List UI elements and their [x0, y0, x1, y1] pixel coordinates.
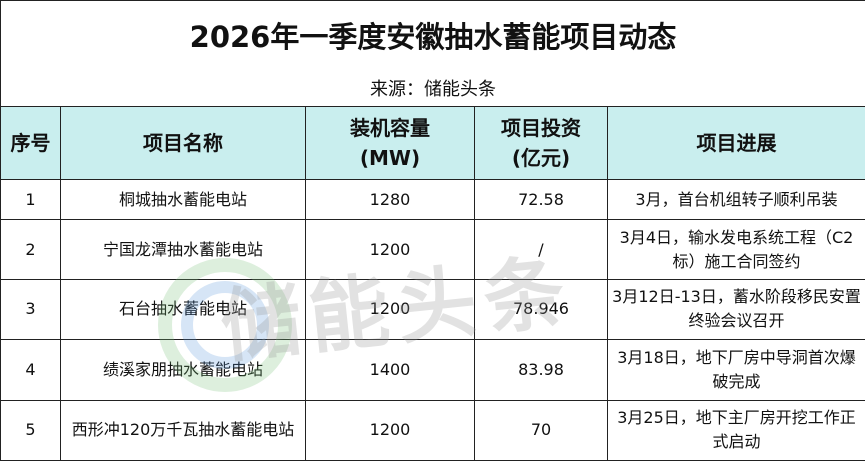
table-cell: 5 — [0, 399, 61, 461]
table-row: 3 石台抽水蓄能电站 1200 78.946 3月12日-13日，蓄水阶段移民安置终验会… — [0, 278, 865, 341]
table-cell: 3 — [0, 278, 61, 341]
table-cell: 70 — [474, 399, 608, 461]
table-cell: 1280 — [305, 179, 475, 221]
table-cell: 3月，首台机组转子顺利吊装 — [606, 179, 865, 221]
table-row: 2 宁国龙潭抽水蓄能电站 1200/3月4日，输水发电系统工程（C2标）施工合同签约 — [0, 219, 865, 280]
table-cell: 绩溪家朋抽水蓄能电站 — [60, 339, 306, 401]
table-cell: 2 — [0, 219, 61, 280]
table-cell: 3月12日-13日，蓄水阶段移民安置终验会议召开 — [606, 278, 865, 341]
table-cell: 桐城抽水蓄能电站 — [60, 179, 306, 221]
table-cell: 78.946 — [474, 278, 608, 341]
table-cell: 1200 — [305, 278, 475, 341]
table-cell: 4 — [0, 339, 61, 401]
column-header: 序号 — [0, 105, 61, 181]
table-cell: 1200 — [305, 399, 475, 461]
title: 2026年一季度安徽抽水蓄能项目动态 — [0, 0, 865, 70]
column-header: 项目投资 (亿元) — [474, 105, 608, 181]
column-header: 装机容量 (MW) — [305, 105, 475, 181]
header-row: 序号 项目名称 装机容量 (MW) 项目投资 (亿元) 项目进展 — [0, 105, 865, 181]
table-row: 5 西形冲120万千瓦抽水蓄能电站 1200 70 3月25日，地下主厂房开挖工作正式启… — [0, 399, 865, 461]
table-cell: / — [474, 219, 608, 280]
source: 来源：储能头条 — [0, 69, 865, 107]
column-header: 项目进展 — [606, 105, 865, 181]
table-cell: 宁国龙潭抽水蓄能电站 — [60, 219, 306, 280]
column-header: 项目名称 — [60, 105, 306, 181]
table-cell: 3月18日，地下厂房中导洞首次爆破完成 — [606, 339, 865, 401]
table-row: 4 绩溪家朋抽水蓄能电站 1400 83.98 3月18日，地下厂房中导洞首次爆破完成 — [0, 339, 865, 401]
table-cell: 西形冲120万千瓦抽水蓄能电站 — [60, 399, 306, 461]
table-cell: 1 — [0, 179, 61, 221]
table-cell: 1400 — [305, 339, 475, 401]
table-row: 1 桐城抽水蓄能电站 1280 72.58 3月，首台机组转子顺利吊装 — [0, 179, 865, 221]
table-cell: 1200 — [305, 219, 475, 280]
table-cell: 72.58 — [474, 179, 608, 221]
table-cell: 3月4日，输水发电系统工程（C2标）施工合同签约 — [606, 219, 865, 280]
table-cell: 石台抽水蓄能电站 — [60, 278, 306, 341]
table-cell: 3月25日，地下主厂房开挖工作正式启动 — [606, 399, 865, 461]
table-cell: 83.98 — [474, 339, 608, 401]
